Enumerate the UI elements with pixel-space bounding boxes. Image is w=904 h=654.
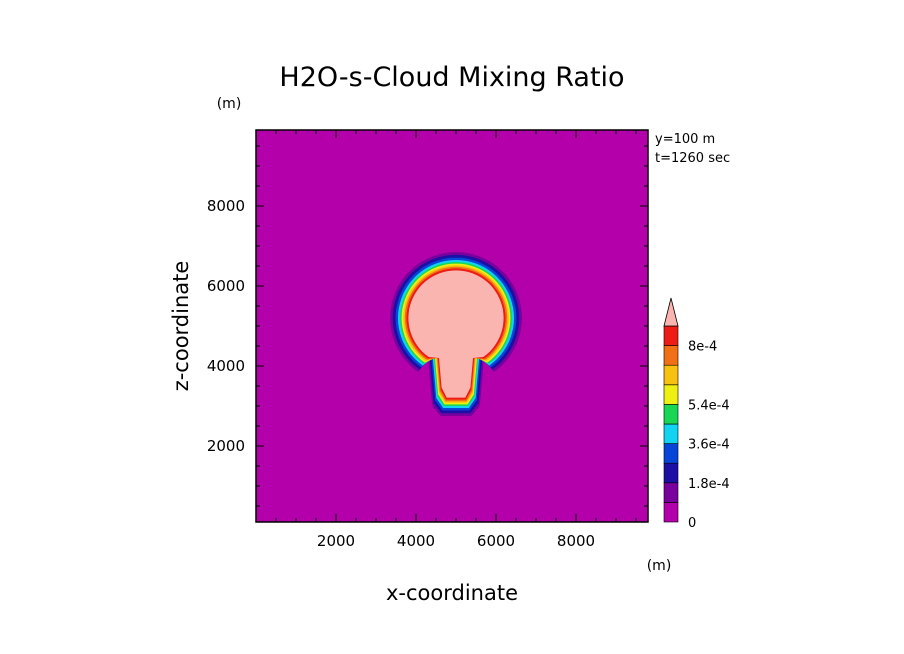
colorbar-swatch bbox=[663, 502, 679, 523]
colorbar-label: 1.8e-4 bbox=[688, 477, 730, 492]
chart-title: H2O-s-Cloud Mixing Ratio bbox=[279, 62, 624, 93]
colorbar-max-arrow bbox=[663, 297, 679, 327]
y-tick-label: 4000 bbox=[207, 357, 245, 375]
colorbar-swatch bbox=[663, 443, 679, 464]
plot-area: 2000 4000 6000 8000 2000 4000 6000 8000 bbox=[207, 129, 649, 550]
colorbar-swatch bbox=[663, 384, 679, 405]
colorbar-swatch bbox=[663, 404, 679, 425]
x-tick-label: 4000 bbox=[397, 532, 435, 550]
colorbar-swatch bbox=[663, 325, 679, 346]
colorbar-label: 8e-4 bbox=[688, 340, 717, 355]
colorbar-swatch bbox=[663, 364, 679, 386]
contour-level-10 bbox=[408, 270, 504, 398]
colorbar-swatch bbox=[663, 462, 679, 484]
y-axis-ticks: 2000 4000 6000 8000 bbox=[207, 145, 648, 507]
annotation-y-location: y=100 m bbox=[655, 132, 715, 147]
annotation-time: t=1260 sec bbox=[655, 151, 730, 166]
colorbar-swatch bbox=[663, 345, 679, 366]
colorbar-label: 3.6e-4 bbox=[688, 438, 730, 453]
colorbar-label: 5.4e-4 bbox=[688, 398, 730, 413]
x-tick-label: 2000 bbox=[317, 532, 355, 550]
y-tick-label: 8000 bbox=[207, 197, 245, 215]
x-tick-label: 8000 bbox=[557, 532, 595, 550]
x-axis-ticks: 2000 4000 6000 8000 bbox=[275, 130, 637, 550]
y-tick-label: 6000 bbox=[207, 277, 245, 295]
y-axis-label: z-coordinate bbox=[169, 261, 193, 392]
y-unit-label: (m) bbox=[217, 96, 242, 112]
colorbar: 0 1.8e-4 3.6e-4 5.4e-4 8e-4 bbox=[663, 297, 730, 531]
x-axis-label: x-coordinate bbox=[386, 581, 518, 605]
y-tick-label: 2000 bbox=[207, 437, 245, 455]
colorbar-label: 0 bbox=[688, 516, 696, 531]
cloud-contours bbox=[390, 252, 522, 416]
colorbar-swatch bbox=[663, 482, 679, 503]
colorbar-swatch bbox=[663, 423, 679, 444]
x-tick-label: 6000 bbox=[477, 532, 515, 550]
x-unit-label: (m) bbox=[647, 558, 672, 574]
